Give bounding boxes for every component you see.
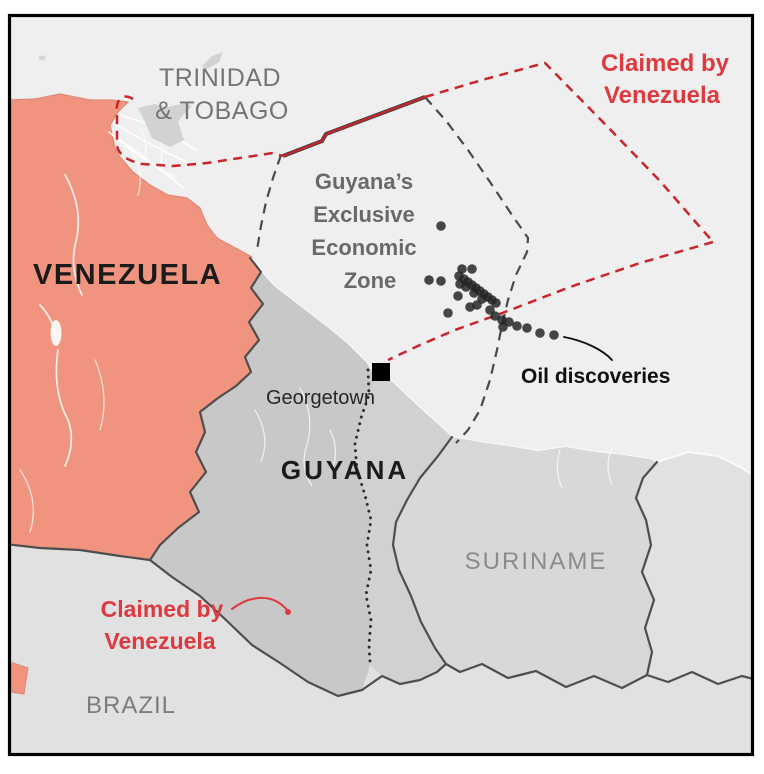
border-suriname-frguiana (634, 460, 752, 686)
region-venezuela-sliver (10, 661, 29, 695)
label-venezuela: VENEZUELA (33, 259, 222, 291)
oil-discovery-dot (436, 276, 446, 286)
oil-discovery-dot (522, 323, 532, 333)
label-eez-line2: Exclusive (313, 202, 415, 227)
oil-discovery-dot (443, 308, 453, 318)
region-guyana-east (355, 376, 452, 684)
border-brazil (148, 558, 649, 698)
oil-discovery-dot (535, 328, 545, 338)
oil-discovery-dot (455, 279, 465, 289)
oil-discoveries-pointer (563, 336, 613, 361)
venezuela-claim-line (115, 61, 714, 362)
rivers-venezuela (19, 115, 197, 533)
border-venezuela-guyana (10, 256, 265, 562)
label-eez-line3: Economic (311, 235, 416, 260)
label-claimed-land-line1: Claimed by (101, 596, 224, 622)
oil-discovery-dots (424, 221, 559, 340)
oil-discovery-dot (498, 322, 508, 332)
oil-discovery-dot (469, 288, 479, 298)
label-guyana: GUYANA (281, 455, 409, 485)
label-claimed-land-line2: Venezuela (104, 628, 215, 654)
oil-discovery-dot (549, 330, 559, 340)
oil-discovery-dot (424, 275, 434, 285)
map-frame (7, 13, 755, 757)
oil-discovery-dot (453, 291, 463, 301)
trinidad-tobago-islands (38, 52, 223, 147)
oil-discovery-dot (467, 264, 477, 274)
region-suriname (393, 437, 657, 688)
oil-discovery-dot (472, 300, 482, 310)
label-georgetown: Georgetown (266, 387, 375, 409)
label-brazil: BRAZIL (86, 692, 176, 719)
label-trinidad-line2: & TOBAGO (155, 97, 289, 125)
region-essequibo (150, 258, 375, 696)
oil-discovery-dot (512, 321, 522, 331)
oil-discovery-dot (436, 221, 446, 231)
rivers-guyana-suriname (254, 387, 613, 489)
label-trinidad-line1: TRINIDAD (159, 64, 281, 92)
label-claimed-sea-line1: Claimed by (601, 50, 730, 77)
oil-discovery-dot (490, 311, 500, 321)
oil-discovery-dot (491, 298, 501, 308)
label-eez-line4: Zone (344, 268, 397, 293)
georgetown-marker (372, 363, 390, 381)
border-guyana-suriname (391, 435, 454, 666)
label-oil-discoveries: Oil discoveries (521, 365, 670, 388)
eez-boundary-east (424, 96, 530, 444)
label-eez-line1: Guyana’s (315, 169, 413, 194)
label-suriname: SURINAME (465, 548, 608, 575)
label-claimed-sea-line2: Venezuela (604, 82, 721, 109)
essequibo-dotted-line (353, 368, 373, 664)
claimed-land-pointer (230, 596, 291, 615)
